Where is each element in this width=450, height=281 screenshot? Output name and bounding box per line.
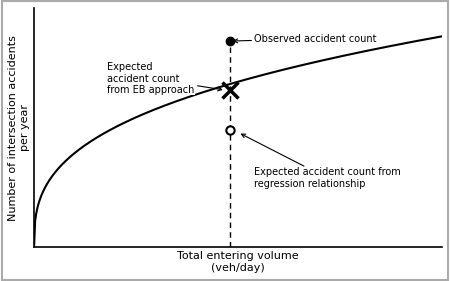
Text: Observed accident count: Observed accident count [234,34,377,44]
Text: Expected
accident count
from EB approach: Expected accident count from EB approach [108,62,222,95]
Y-axis label: Number of intersection accidents
per year: Number of intersection accidents per yea… [9,35,30,221]
Text: Expected accident count from
regression relationship: Expected accident count from regression … [242,134,401,189]
X-axis label: Total entering volume
(veh/day): Total entering volume (veh/day) [177,251,299,273]
